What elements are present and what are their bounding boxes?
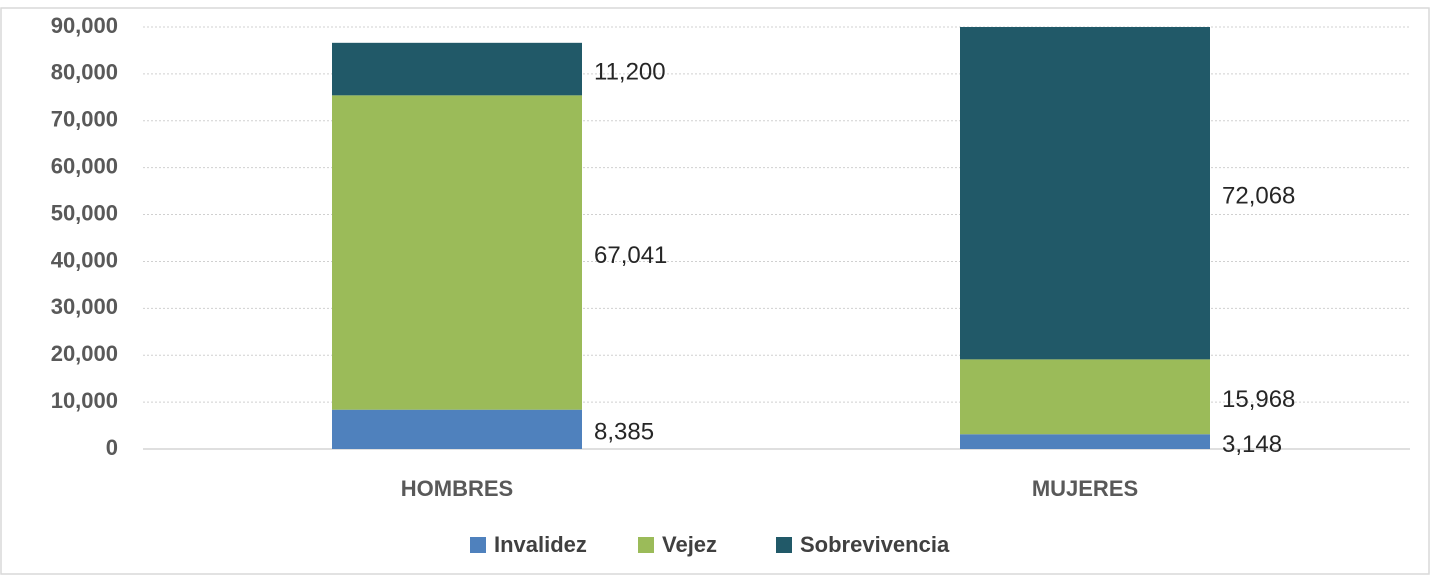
y-tick-label: 40,000 — [51, 247, 118, 272]
y-tick-label: 70,000 — [51, 107, 118, 132]
legend-label: Invalidez — [494, 532, 587, 557]
bar-segment — [960, 434, 1210, 449]
y-tick-label: 60,000 — [51, 153, 118, 178]
y-tick-label: 50,000 — [51, 200, 118, 225]
bar-segment — [960, 27, 1210, 360]
y-tick-label: 30,000 — [51, 294, 118, 319]
y-tick-label: 90,000 — [51, 13, 118, 38]
legend-label: Sobrevivencia — [800, 532, 950, 557]
y-tick-label: 0 — [106, 435, 118, 460]
data-label: 15,968 — [1222, 386, 1295, 413]
y-tick-label: 80,000 — [51, 60, 118, 85]
data-label: 11,200 — [594, 58, 666, 85]
chart-frame — [0, 7, 1430, 575]
bar-segment — [960, 359, 1210, 435]
legend-swatch — [470, 537, 486, 553]
x-tick-label: MUJERES — [1032, 476, 1138, 501]
data-label: 8,385 — [594, 419, 654, 446]
data-label: 72,068 — [1222, 183, 1295, 210]
y-tick-label: 10,000 — [51, 388, 118, 413]
bar-segment — [332, 409, 582, 449]
data-label: 67,041 — [594, 242, 667, 269]
y-tick-label: 20,000 — [51, 341, 118, 366]
data-label: 3,148 — [1222, 431, 1282, 458]
legend-label: Vejez — [662, 532, 717, 557]
legend-swatch — [638, 537, 654, 553]
bar-segment — [332, 42, 582, 96]
bar-segment — [332, 95, 582, 410]
bars — [332, 27, 1210, 449]
x-tick-label: HOMBRES — [401, 476, 513, 501]
legend-swatch — [776, 537, 792, 553]
